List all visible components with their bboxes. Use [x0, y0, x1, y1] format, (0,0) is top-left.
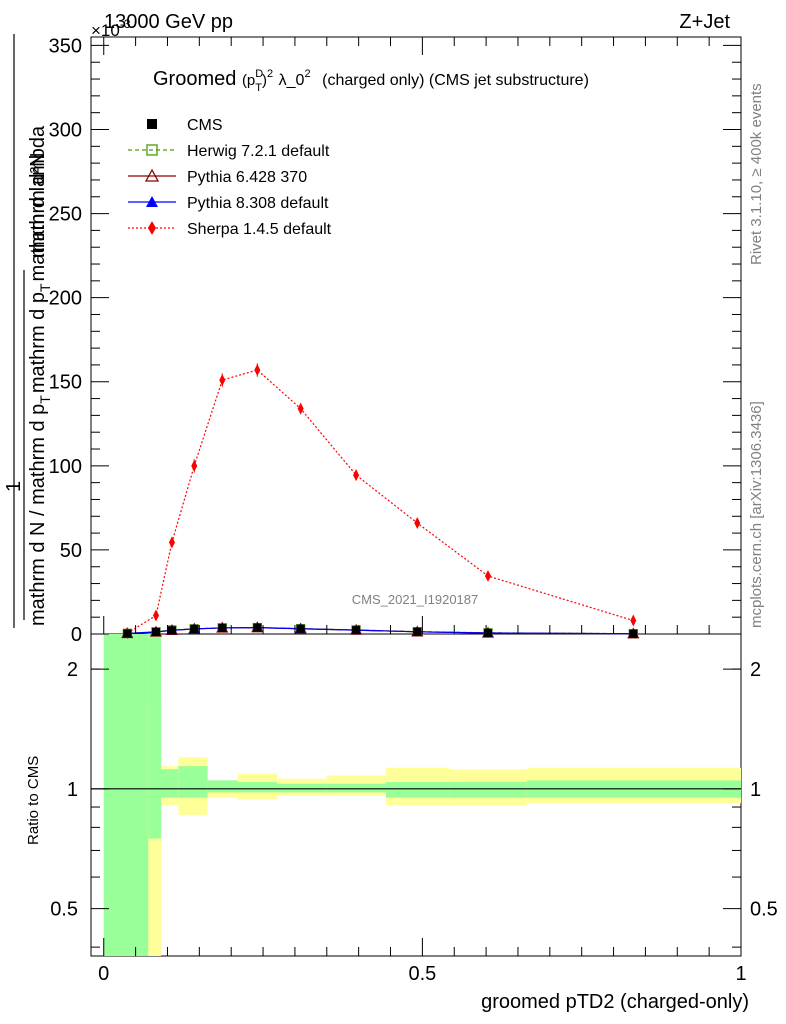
data-point — [297, 402, 304, 415]
data-point — [190, 624, 199, 633]
data-point — [413, 627, 422, 636]
ratio-y-label: Ratio to CMS — [25, 756, 42, 845]
legend-label: Pythia 8.308 default — [187, 195, 329, 212]
series-cms — [123, 623, 638, 638]
data-point — [123, 629, 132, 638]
ratio-stat-band — [207, 780, 238, 793]
axis-ticks: 0 50 100 150 200 250 300 350 0 0.5 1 0.5 0.5 1 1 2 2 — [49, 35, 778, 985]
ratio-tick-label-left: 1 — [67, 779, 78, 801]
y-tick-label: 250 — [49, 204, 82, 226]
rivet-label: Rivet 3.1.10, ≥ 400k events — [748, 83, 765, 265]
data-point — [484, 628, 493, 637]
ratio-bands — [103, 634, 741, 956]
legend-label: Pythia 6.428 370 — [187, 169, 307, 186]
y-tick-label: 0 — [71, 624, 82, 646]
data-point — [485, 569, 492, 582]
x-tick-label: 0.5 — [408, 963, 436, 985]
y-tick-label: 350 — [49, 35, 82, 57]
legend-marker — [147, 119, 157, 129]
header-energy: 13000 GeV pp — [104, 11, 233, 33]
y-exponent: ×10-3 — [91, 17, 131, 40]
y-label-numerator: mathrm d²N — [27, 152, 49, 258]
data-point — [629, 629, 638, 638]
ratio-stat-band — [161, 769, 179, 798]
legend-marker — [146, 196, 158, 207]
ratio-tick-label-left: 0.5 — [50, 899, 78, 921]
ratio-stat-band — [103, 634, 149, 956]
data-point — [414, 517, 421, 530]
main-y-label: mathrm d²N 1 mathrm d N / mathrm d pTmat… — [3, 34, 53, 628]
data-point — [630, 614, 637, 627]
legend-entry: Herwig 7.2.1 default — [128, 143, 330, 160]
series-line — [127, 627, 634, 635]
data-point — [167, 626, 176, 635]
ratio-stat-band — [449, 782, 527, 798]
analysis-watermark: CMS_2021_I1920187 — [352, 592, 479, 607]
x-tick-label: 1 — [735, 963, 746, 985]
legend-entry: Pythia 8.308 default — [128, 195, 329, 212]
ratio-tick-label-right: 1 — [750, 779, 761, 801]
data-point — [168, 536, 175, 549]
ratio-stat-band — [178, 766, 208, 798]
legend-label: CMS — [187, 117, 223, 134]
header-process: Z+Jet — [679, 11, 730, 33]
ratio-stat-band — [386, 782, 450, 798]
ratio-tick-label-right: 2 — [750, 659, 761, 681]
data-point — [191, 459, 198, 472]
plot-title: Groomed (pD T)2 λ_02 (charged only) (CMS … — [153, 60, 589, 94]
x-axis-label: groomed pTD2 (charged-only) — [481, 991, 749, 1013]
data-point — [296, 624, 305, 633]
ratio-stat-band — [148, 634, 162, 839]
x-tick-label: 0 — [98, 963, 109, 985]
data-point — [219, 374, 226, 387]
ratio-tick-label-right: 0.5 — [750, 899, 778, 921]
series-layer — [121, 363, 640, 640]
y-tick-label: 100 — [49, 456, 82, 478]
data-point — [353, 469, 360, 482]
ratio-tick-label-left: 2 — [67, 659, 78, 681]
legend-label: Herwig 7.2.1 default — [187, 143, 330, 160]
legend-entry: Pythia 6.428 370 — [128, 168, 307, 186]
data-point — [153, 609, 159, 622]
data-point — [254, 363, 261, 376]
y-tick-label: 150 — [49, 372, 82, 394]
data-point — [152, 627, 160, 636]
legend-entry: CMS — [147, 117, 223, 134]
legend-entry: Sherpa 1.4.5 default — [128, 221, 332, 238]
y-tick-label: 200 — [49, 288, 82, 310]
mcplots-label: mcplots.cern.ch [arXiv:1306.3436] — [748, 401, 765, 628]
data-point — [352, 626, 361, 635]
legend-label: Sherpa 1.4.5 default — [187, 221, 332, 238]
legend-marker — [146, 144, 158, 156]
ratio-stat-band — [326, 783, 387, 793]
legend-marker — [144, 168, 160, 182]
legend: CMS Herwig 7.2.1 default Pythia 6.428 370 P… — [128, 117, 332, 238]
data-point — [253, 623, 262, 632]
y-tick-label: 300 — [49, 119, 82, 141]
y-label-denominator: mathrm d N / mathrm d pTmathrm d pTmathr… — [27, 125, 53, 626]
legend-marker — [148, 221, 156, 235]
ratio-stat-band — [277, 783, 327, 793]
y-tick-label: 50 — [60, 540, 82, 562]
ratio-stat-band — [237, 782, 278, 793]
data-point — [218, 623, 227, 632]
